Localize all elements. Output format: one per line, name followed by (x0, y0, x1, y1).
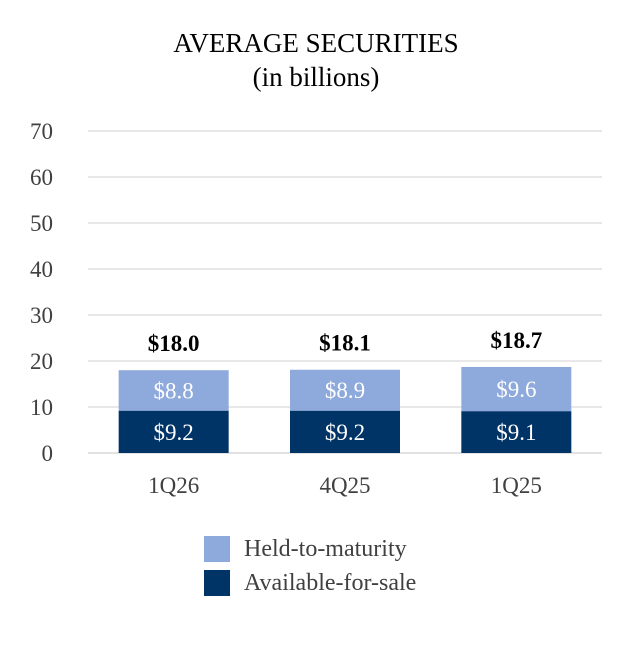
bar-chart: 0 10 20 30 40 50 60 70 $9.2 $8.8 $18.0 1Q26 $9.2 $8.9… (30, 119, 602, 498)
bar-held-to-maturity (118, 370, 229, 411)
chart-subtitle: (in billions) (252, 62, 380, 92)
bar-value-label: $9.1 (496, 420, 536, 445)
x-tick-label: 4Q25 (319, 473, 370, 498)
bar-available-for-sale (461, 411, 572, 453)
bar-held-to-maturity (461, 366, 572, 412)
legend-label-held-to-maturity: Held-to-maturity (244, 535, 407, 562)
bar-value-label: $9.2 (325, 420, 365, 445)
x-tick-label: 1Q25 (491, 473, 542, 498)
bar-value-label: $9.6 (496, 377, 536, 402)
y-tick-label: 0 (42, 441, 54, 466)
chart-title: AVERAGE SECURITIES (in billions) (0, 26, 632, 94)
y-tick-label: 70 (30, 119, 53, 144)
bar-value-label: $9.2 (154, 420, 194, 445)
y-tick-label: 10 (30, 395, 53, 420)
y-tick-label: 60 (30, 165, 53, 190)
bar-total-label: $18.7 (490, 328, 542, 353)
legend-swatch-available-for-sale (204, 570, 230, 596)
legend-label-available-for-sale: Available-for-sale (244, 569, 417, 596)
bar-value-label: $8.8 (154, 378, 194, 403)
y-tick-label: 50 (30, 211, 53, 236)
x-tick-label: 1Q26 (148, 473, 199, 498)
legend-item-available-for-sale: Available-for-sale (204, 566, 416, 600)
bar-value-label: $8.9 (325, 378, 365, 403)
bar-total-label: $18.1 (319, 331, 371, 356)
legend-swatch-held-to-maturity (204, 536, 230, 562)
bar-held-to-maturity (290, 369, 400, 411)
chart-title-main: AVERAGE SECURITIES (173, 28, 459, 58)
legend: Held-to-maturity Available-for-sale (204, 532, 416, 600)
bar-available-for-sale (290, 410, 400, 453)
bar-available-for-sale (118, 410, 229, 453)
y-tick-label: 40 (30, 257, 53, 282)
y-tick-label: 20 (30, 349, 53, 374)
legend-item-held-to-maturity: Held-to-maturity (204, 532, 416, 566)
bar-total-label: $18.0 (148, 331, 200, 356)
y-tick-label: 30 (30, 303, 53, 328)
